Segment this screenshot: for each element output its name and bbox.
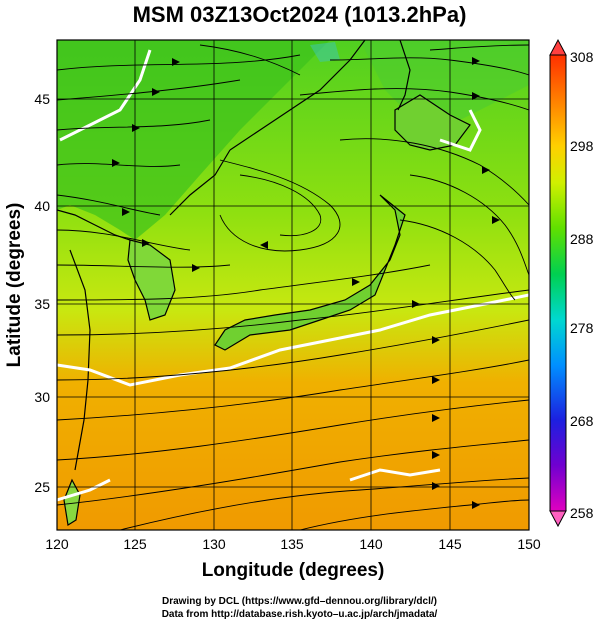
colorbar-tick-label: 278 [570, 320, 594, 336]
x-axis-label: Longitude (degrees) [202, 560, 385, 581]
korea-peninsula [127, 239, 176, 321]
credit-drawing: Drawing by DCL (https://www.gfd–dennou.o… [161, 596, 437, 607]
x-tick-label: 130 [202, 536, 226, 552]
x-tick-label: 145 [438, 536, 462, 552]
y-tick-label: 30 [34, 389, 50, 405]
colorbar-tick-label: 268 [570, 413, 594, 429]
isotherm-line [57, 468, 441, 502]
map-area [57, 40, 529, 530]
colorbar-body [549, 54, 567, 512]
x-tick-label: 150 [517, 536, 541, 552]
map-frame [56, 39, 530, 531]
x-tick-label: 140 [359, 536, 383, 552]
land-region [360, 40, 529, 130]
isotherm-line [59, 49, 482, 152]
isotherm-line [57, 293, 529, 387]
y-axis-label: Latitude (degrees) [4, 203, 25, 368]
x-tick-label: 125 [123, 536, 147, 552]
x-axis: 120 125 130 135 140 145 150 Longitude (d… [45, 536, 541, 581]
colorbar-tick-label: 308 [570, 49, 594, 65]
colorbar: 308 298 288 278 268 258 [549, 38, 594, 528]
sakhalin [397, 40, 411, 111]
streamlines [57, 44, 529, 530]
grid-lines [57, 40, 529, 530]
y-tick-label: 25 [34, 479, 50, 495]
land-region [57, 40, 330, 240]
russia-coast [169, 40, 366, 216]
credit-data: Data from http://database.rish.kyoto–u.a… [161, 609, 438, 620]
y-tick-label: 45 [34, 91, 50, 107]
cold-patch [310, 42, 340, 62]
x-tick-label: 135 [280, 536, 304, 552]
chart-title: MSM 03Z13Oct2024 (1013.2hPa) [132, 2, 467, 27]
colorbar-tick-label: 298 [570, 138, 594, 154]
x-tick-label: 120 [45, 536, 69, 552]
y-tick-label: 35 [34, 296, 50, 312]
colorbar-top-arrow [549, 38, 567, 56]
colorbar-tick-label: 258 [570, 505, 594, 521]
colorbar-tick-label: 288 [570, 231, 594, 247]
y-tick-label: 40 [34, 198, 50, 214]
colorbar-bottom-arrow [549, 510, 567, 528]
y-axis: 25 30 35 40 45 Latitude (degrees) [4, 91, 50, 495]
